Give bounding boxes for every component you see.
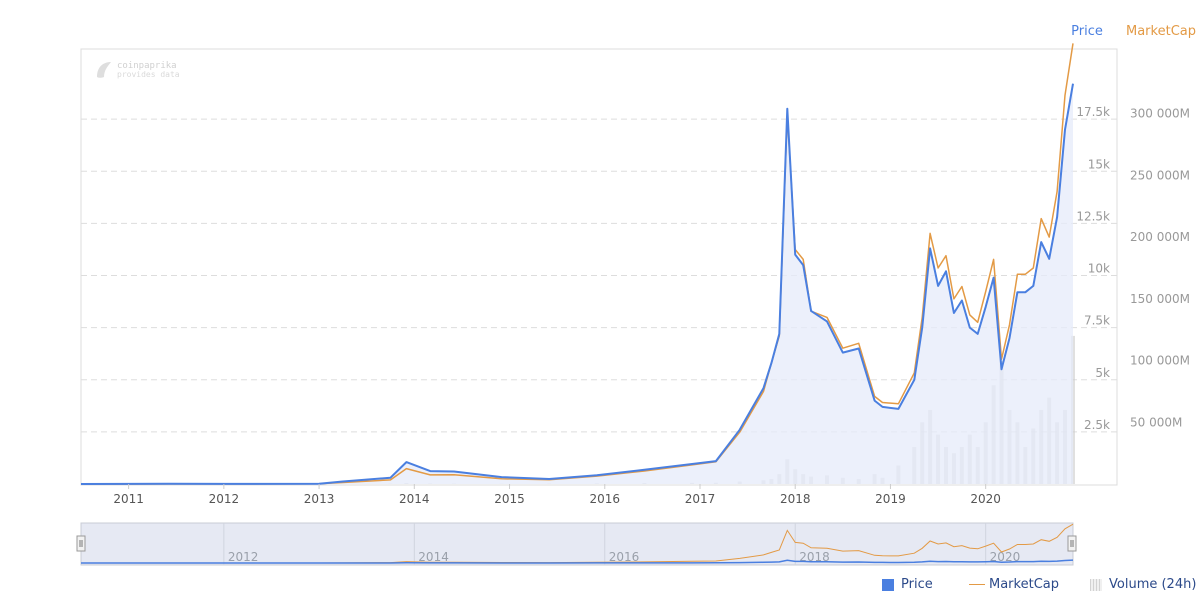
marketcap-tick-label: 150 000M (1130, 292, 1190, 306)
coinpaprika-logo-icon (97, 62, 111, 78)
price-tick-label: 12.5k (1076, 209, 1110, 223)
marketcap-axis: 50 000M 100 000M 150 000M 200 000M 250 000M 3… (1130, 107, 1190, 430)
watermark: coinpaprika provides data (97, 61, 180, 79)
price-tick-label: 17.5k (1076, 105, 1110, 119)
legend-price-label: Price (901, 577, 933, 592)
legend-item-volume[interactable]: Volume (24h) (1090, 577, 1196, 592)
navigator-tick-label: 2012 (228, 550, 259, 564)
navigator-tick-label: 2020 (990, 550, 1021, 564)
price-swatch-icon (882, 578, 894, 591)
navigator-tick-label: 2016 (609, 550, 640, 564)
price-tick-label: 2.5k (1084, 418, 1110, 432)
x-tick-label: 2013 (304, 492, 335, 506)
price-axis: 2.5k 5k 7.5k 10k 12.5k 15k 17.5k (1076, 105, 1110, 432)
marketcap-tick-label: 50 000M (1130, 415, 1182, 429)
watermark-tagline: provides data (117, 70, 180, 79)
price-tick-label: 15k (1088, 157, 1110, 171)
navigator-window[interactable] (80, 522, 1074, 566)
x-tick-label: 2012 (209, 492, 240, 506)
x-tick-label: 2014 (399, 492, 430, 506)
watermark-name: coinpaprika (117, 61, 177, 71)
x-tick-label: 2019 (875, 492, 906, 506)
x-tick-label: 2020 (970, 492, 1001, 506)
legend-volume-label: Volume (24h) (1109, 577, 1197, 592)
price-chart: Price MarketCap coinpaprika provides dat… (76, 24, 1196, 566)
navigator-price-line (81, 559, 1074, 564)
marketcap-tick-label: 200 000M (1130, 230, 1190, 244)
navigator-tick-label: 2018 (799, 550, 830, 564)
legend-item-price[interactable]: Price (882, 577, 933, 592)
x-axis: 2011 2012 2013 2014 2015 2016 2017 2018 2019 2020 (113, 484, 1001, 506)
price-area (81, 83, 1073, 484)
x-tick-label: 2016 (589, 492, 620, 506)
legend-marketcap-label: MarketCap (989, 577, 1059, 592)
x-tick-label: 2015 (494, 492, 525, 506)
x-tick-label: 2018 (780, 492, 811, 506)
navigator-tick-label: 2014 (418, 550, 449, 564)
marketcap-line[interactable] (80, 43, 1074, 485)
x-tick-label: 2011 (113, 492, 144, 506)
marketcap-tick-label: 300 000M (1130, 107, 1190, 121)
header-price-label[interactable]: Price (1071, 24, 1103, 39)
price-tick-label: 5k (1095, 366, 1110, 380)
legend-item-marketcap[interactable]: MarketCap (969, 577, 1059, 592)
volume-swatch-icon (1090, 578, 1102, 591)
header-marketcap-label[interactable]: MarketCap (1126, 24, 1196, 39)
price-tick-label: 7.5k (1084, 314, 1110, 328)
marketcap-tick-label: 100 000M (1130, 354, 1190, 368)
navigator-right-handle[interactable] (1067, 535, 1077, 552)
marketcap-swatch-icon (969, 584, 985, 585)
price-line[interactable] (80, 83, 1074, 485)
navigator-left-handle[interactable] (76, 535, 86, 552)
legend: Price MarketCap Volume (24h) (0, 577, 1200, 597)
x-tick-label: 2017 (685, 492, 716, 506)
navigator[interactable]: 2012 2014 2016 2018 2020 (76, 522, 1077, 566)
marketcap-tick-label: 250 000M (1130, 168, 1190, 182)
price-tick-label: 10k (1088, 262, 1110, 276)
plot-frame (80, 48, 1118, 486)
